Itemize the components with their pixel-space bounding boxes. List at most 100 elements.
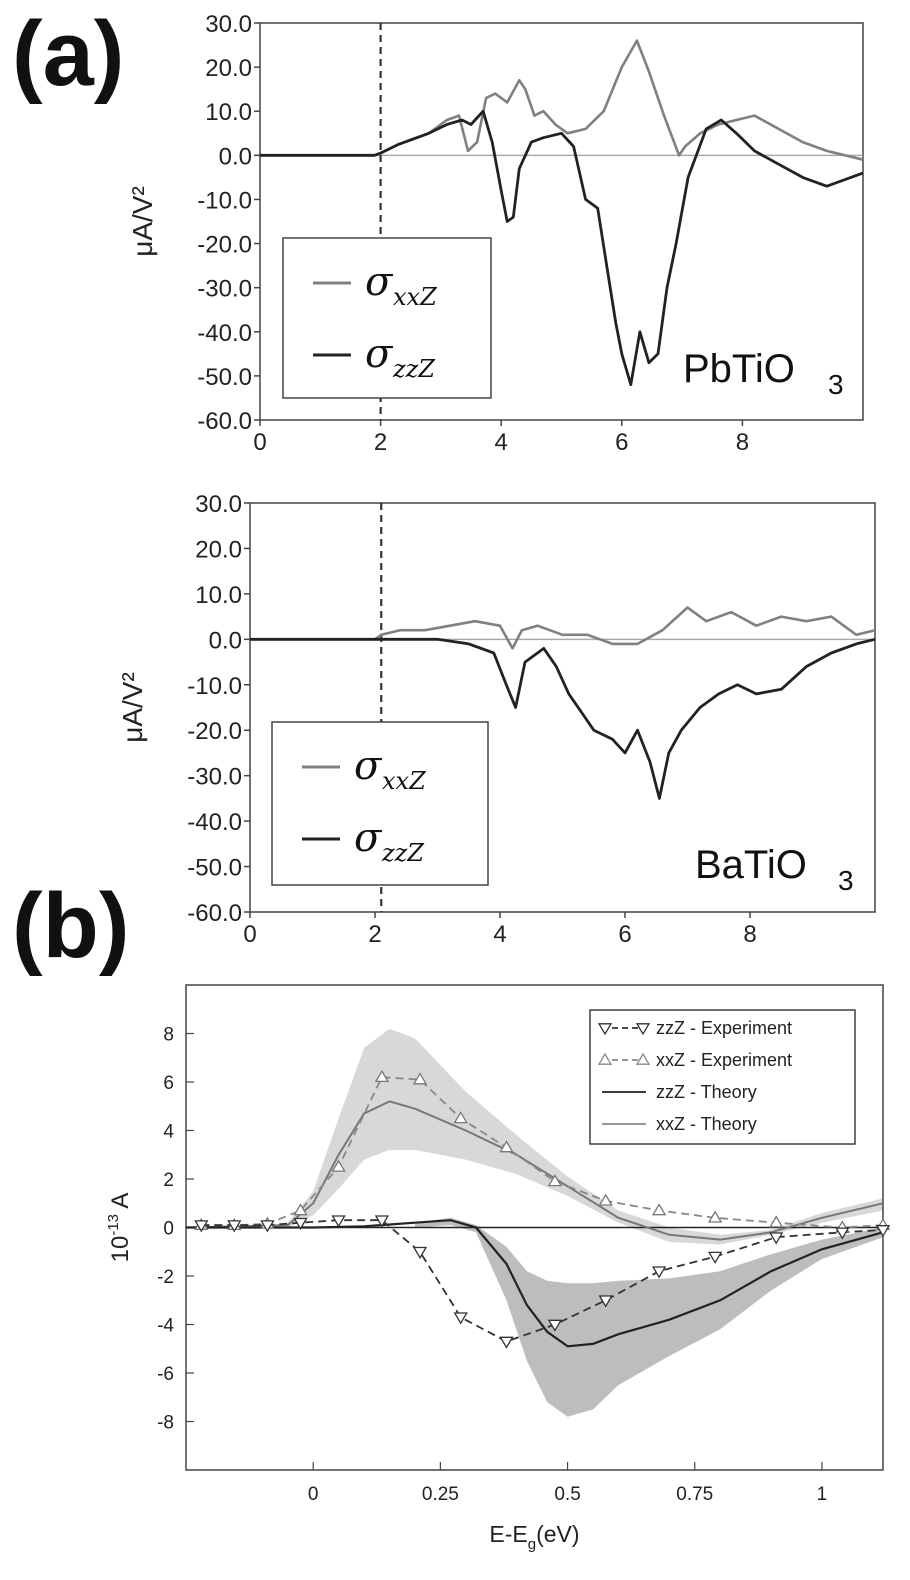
zzZ-experiment-point xyxy=(260,1220,275,1233)
x-tick-label: 4 xyxy=(493,921,506,948)
legend-subscript: zzZ xyxy=(381,839,425,867)
series-line-xxZ-theory xyxy=(185,1100,884,1241)
y-tick-label: -50.0 xyxy=(197,364,252,391)
x-tick-label: 1 xyxy=(817,1484,828,1505)
y-tick-label: 8 xyxy=(163,1025,174,1046)
legend-marker xyxy=(635,1052,651,1065)
zzZ-experiment-point xyxy=(293,1217,308,1230)
y-tick-label: 10.0 xyxy=(205,99,252,126)
zzZ-experiment-point xyxy=(707,1251,723,1264)
y-tick-label: -8 xyxy=(157,1413,174,1434)
xxZ-experiment-point xyxy=(707,1210,723,1223)
legend-box xyxy=(282,237,492,399)
x-axis-label-subscript: g xyxy=(528,1536,536,1553)
y-tick-label: 20.0 xyxy=(195,536,242,563)
zzZ-experiment-point xyxy=(875,1225,891,1238)
y-tick-label: -20.0 xyxy=(197,232,252,259)
xxZ-experiment-point xyxy=(651,1203,667,1216)
y-tick-label: 20.0 xyxy=(205,55,252,82)
series-line-σxxZ xyxy=(260,39,864,161)
y-tick-label: 0.0 xyxy=(209,627,242,654)
legend-marker xyxy=(597,1052,613,1065)
y-tick-label: 30.0 xyxy=(195,491,242,518)
legend-subscript: zzZ xyxy=(392,355,436,383)
legend-label: xxZ - Theory xyxy=(656,1114,757,1134)
x-tick-label: 2 xyxy=(374,429,387,456)
series-line-σzzZ xyxy=(260,109,864,387)
panel-b-plot: 8 6 4 2 0 -2 -4 -6 -8 0 0.25 0.5 0.75 1 zzZ - Experime… xyxy=(105,984,891,1553)
series-line-σzzZ xyxy=(250,637,876,800)
zzZ-experiment-point xyxy=(499,1336,514,1349)
xxZ-experiment-point xyxy=(293,1203,308,1216)
xxZ-experiment-point xyxy=(453,1111,468,1124)
x-axis-label-unit: (eV) xyxy=(536,1521,579,1547)
series-line-zzZ-theory xyxy=(186,1219,884,1348)
zzZ-experiment-point xyxy=(453,1312,468,1325)
legend-symbol: σ xyxy=(354,815,383,861)
zzZ-experiment-point xyxy=(547,1319,563,1332)
y-axis-label: μA/V² xyxy=(127,186,158,257)
legend-box xyxy=(589,1009,856,1145)
y-axis-label-exponent: -13 xyxy=(105,1214,122,1236)
xxZ-experiment-point xyxy=(769,1215,784,1228)
x-tick-label: 0 xyxy=(308,1484,319,1505)
legend-subscript: xxZ xyxy=(393,283,438,311)
xxZ-experiment-point xyxy=(547,1174,563,1187)
legend-subscript: xxZ xyxy=(382,767,427,795)
x-tick-label: 8 xyxy=(743,921,756,948)
legend-symbol: σ xyxy=(365,331,394,377)
x-tick-label: 6 xyxy=(618,921,631,948)
y-tick-label: 0 xyxy=(163,1219,174,1240)
y-axis-label: 10-13 A xyxy=(105,1193,134,1263)
zzZ-experiment-point xyxy=(194,1220,209,1233)
y-tick-label: -4 xyxy=(157,1316,174,1337)
zzZ-experiment-point xyxy=(598,1295,613,1308)
panel-a-plot-1: 30.0 20.0 10.0 0.0 -10.0 -20.0 -30.0 -40.0 -50.0… xyxy=(127,11,864,456)
legend-marker xyxy=(597,1023,613,1036)
legend-marker xyxy=(635,1023,651,1036)
xxZ-experiment-point xyxy=(412,1072,428,1085)
zzZ-experiment-point xyxy=(835,1227,850,1240)
x-axis-label: E-Eg(eV) xyxy=(489,1521,579,1553)
panel-b-label: (b) xyxy=(12,875,130,977)
plot-frame xyxy=(259,22,864,421)
y-tick-label: 0.0 xyxy=(219,143,252,170)
panel-a-label: (a) xyxy=(12,3,125,105)
y-axis-label: μA/V² xyxy=(117,672,148,743)
uncertainty-band xyxy=(287,1028,883,1245)
y-tick-label: 2 xyxy=(163,1170,174,1191)
panel-a-plot-2: 30.0 20.0 10.0 0.0 -10.0 -20.0 -30.0 -40.0 -50.0… xyxy=(117,491,876,948)
zzZ-experiment-point xyxy=(412,1246,428,1260)
legend-label: zzZ - Experiment xyxy=(656,1018,792,1038)
x-tick-label: 0 xyxy=(243,921,256,948)
y-axis-label-base: 10 xyxy=(107,1236,134,1263)
legend-box xyxy=(271,721,489,886)
y-tick-label: -10.0 xyxy=(187,673,242,700)
legend-symbol: σ xyxy=(365,259,394,305)
zzZ-experiment-point xyxy=(374,1215,390,1228)
material-label: PbTiO xyxy=(683,347,795,391)
x-tick-label: 4 xyxy=(495,429,508,456)
x-axis-label-main: E-E xyxy=(489,1521,527,1547)
legend-label: xxZ - Experiment xyxy=(656,1050,792,1070)
y-tick-label: 4 xyxy=(163,1122,174,1143)
material-label: BaTiO xyxy=(695,843,807,887)
y-tick-label: -30.0 xyxy=(197,276,252,303)
x-tick-label: 0.75 xyxy=(676,1484,713,1505)
series-line-σxxZ xyxy=(250,606,876,650)
xxZ-experiment-point xyxy=(331,1159,346,1172)
material-subscript: 3 xyxy=(838,865,854,896)
y-tick-label: -60.0 xyxy=(187,900,242,927)
x-tick-label: 8 xyxy=(736,429,749,456)
x-tick-label: 0 xyxy=(253,429,266,456)
xxZ-experiment-point xyxy=(374,1069,390,1083)
y-tick-label: 10.0 xyxy=(195,582,242,609)
y-tick-label: -20.0 xyxy=(187,718,242,745)
y-tick-label: -30.0 xyxy=(187,764,242,791)
y-tick-label: 30.0 xyxy=(205,11,252,38)
uncertainty-band xyxy=(414,1217,883,1417)
zzZ-experiment-point xyxy=(227,1220,242,1233)
x-tick-label: 6 xyxy=(615,429,628,456)
legend-symbol: σ xyxy=(354,743,383,789)
